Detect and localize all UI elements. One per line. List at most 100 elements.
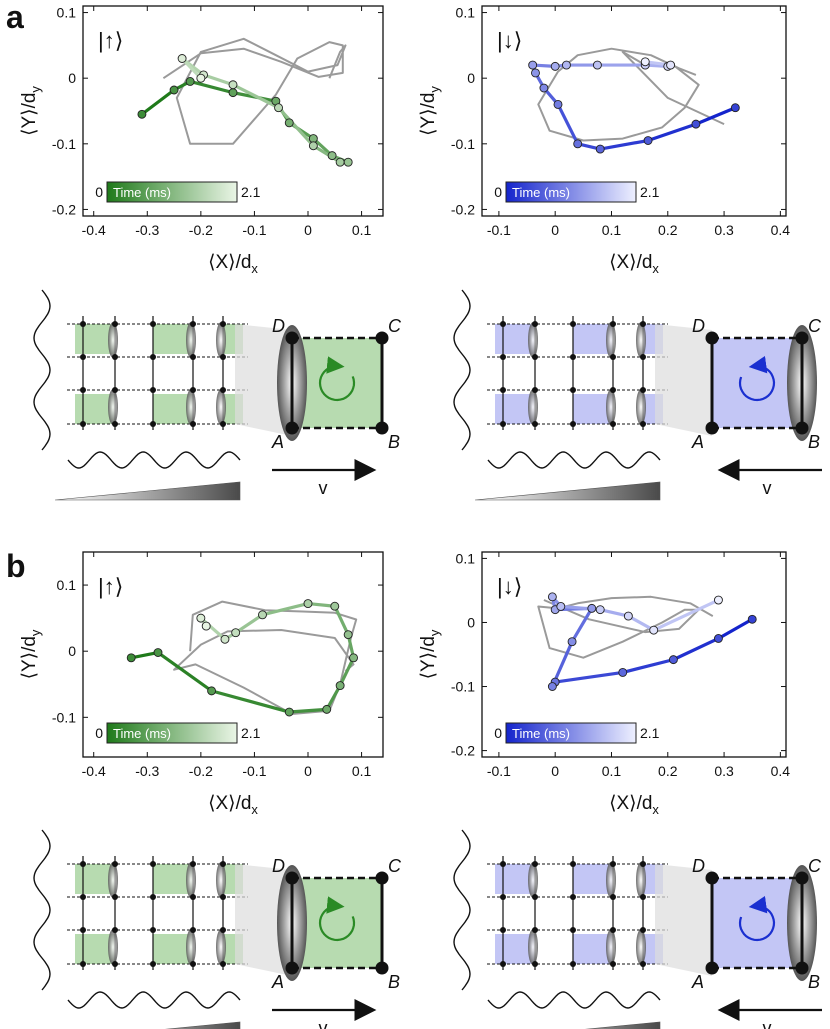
y-axis-label: ⟨Y⟩/dy <box>19 629 43 679</box>
data-point <box>284 707 294 717</box>
atom-ellipse <box>528 929 538 965</box>
lattice-node <box>640 421 646 427</box>
data-point <box>666 60 676 70</box>
data-segment <box>570 606 594 644</box>
lattice-node <box>532 387 538 393</box>
x-tick-label: 0.4 <box>771 222 791 238</box>
data-point <box>126 653 136 663</box>
colorbar <box>106 722 238 744</box>
corner-label-b: B <box>388 432 400 452</box>
x-axis-label-subscript: x <box>652 261 659 276</box>
data-point <box>220 634 230 644</box>
lattice-schematic-a-down: D C A Bv <box>453 289 822 501</box>
data-point <box>691 119 701 129</box>
atom-ellipse <box>186 929 196 965</box>
lattice-node <box>112 927 118 933</box>
potential-vertical <box>453 289 471 451</box>
data-point <box>595 144 605 154</box>
atom-ellipse <box>636 322 646 358</box>
x-tick-label: -0.1 <box>487 222 511 238</box>
plaquette-corner-node <box>285 961 299 975</box>
corner-label-a: A <box>691 432 704 452</box>
plaquette-corner-node <box>795 871 809 885</box>
lattice-node <box>112 861 118 867</box>
data-point <box>713 595 723 605</box>
lattice-node <box>500 927 506 933</box>
corner-label-b: B <box>808 432 820 452</box>
circulation-arrow <box>738 355 776 402</box>
atom-ellipse <box>528 862 538 898</box>
x-tick-label: -0.4 <box>82 763 106 779</box>
atom-ellipse <box>606 929 616 965</box>
data-segment <box>333 604 350 637</box>
potential-vertical <box>453 829 471 991</box>
y-tick-label: -0.2 <box>451 201 475 217</box>
lattice-node <box>80 421 86 427</box>
spin-state-label: |↑⟩ <box>98 28 123 53</box>
data-point <box>153 648 163 657</box>
y-axis-label-subscript: y <box>28 629 43 636</box>
atom-ellipse <box>606 389 616 425</box>
data-point <box>228 80 238 90</box>
lattice-node <box>610 321 616 327</box>
data-segment <box>234 613 265 635</box>
data-point <box>177 54 187 63</box>
plaquette-corner-node <box>285 421 299 435</box>
data-point <box>747 614 757 624</box>
lattice-node <box>190 961 196 967</box>
corner-label-d: D <box>692 316 705 336</box>
lattice-node <box>112 321 118 327</box>
plot-frame <box>481 551 787 758</box>
circulation-arrow <box>738 895 776 942</box>
colorbar-min: 0 <box>494 725 502 741</box>
x-tick-label: -0.2 <box>189 222 213 238</box>
data-point <box>228 88 238 98</box>
potential-horizontal <box>67 991 241 1009</box>
lattice-node <box>80 927 86 933</box>
plaquette-corner-node <box>705 961 719 975</box>
colorbar <box>505 722 637 744</box>
corner-label-a: A <box>271 432 284 452</box>
x-tick-label: 0 <box>551 763 559 779</box>
chart-a-spin-down: -0.1 0 0.1 0.2 0.3 0.4 -0.2 -0.1 0 0.1 ⟨X⟩/dx ⟨Y⟩/d… <box>418 5 790 276</box>
x-tick-label: 0.1 <box>602 763 622 779</box>
plaquette-corner-node <box>795 421 809 435</box>
atom-ellipse <box>186 322 196 358</box>
lattice-node <box>190 354 196 360</box>
data-point <box>531 68 540 78</box>
y-tick-label: 0.1 <box>57 577 77 593</box>
zoom-wedge <box>235 864 292 976</box>
y-axis-label-subscript: y <box>427 86 442 93</box>
lattice-node <box>570 961 576 967</box>
colorbar <box>505 181 637 203</box>
x-tick-label: 0.1 <box>602 222 622 238</box>
lattice-node <box>220 321 226 327</box>
atom-ellipse <box>636 389 646 425</box>
lattice-node <box>150 961 156 967</box>
x-tick-label: 0.3 <box>714 222 734 238</box>
corner-label-c: C <box>388 316 402 336</box>
lattice-schematic-b-up: D C A Bv <box>33 829 402 1029</box>
corner-label-b: B <box>808 972 820 992</box>
x-tick-label: -0.1 <box>242 763 266 779</box>
y-tick-label: -0.2 <box>451 743 475 759</box>
chart-b-spin-up: -0.4 -0.3 -0.2 -0.1 0 0.1 -0.1 0 0.1 ⟨X⟩/dx ⟨Y⟩/dy… <box>19 551 384 817</box>
lattice-node <box>640 927 646 933</box>
atom-ellipse <box>636 929 646 965</box>
y-tick-label: 0.1 <box>456 5 476 21</box>
plaquette-corner-node <box>705 331 719 345</box>
data-point <box>595 605 605 615</box>
lattice-node <box>190 894 196 900</box>
plaquette-corner-node <box>705 421 719 435</box>
x-tick-label: 0.2 <box>658 763 678 779</box>
corner-label-c: C <box>808 856 822 876</box>
x-tick-label: -0.3 <box>135 763 159 779</box>
data-segment <box>188 79 235 95</box>
lattice-node <box>532 894 538 900</box>
lattice-node <box>112 894 118 900</box>
lattice-node <box>112 387 118 393</box>
lattice-node <box>532 861 538 867</box>
x-axis-label: ⟨X⟩/dx <box>609 252 659 276</box>
lattice-node <box>532 321 538 327</box>
